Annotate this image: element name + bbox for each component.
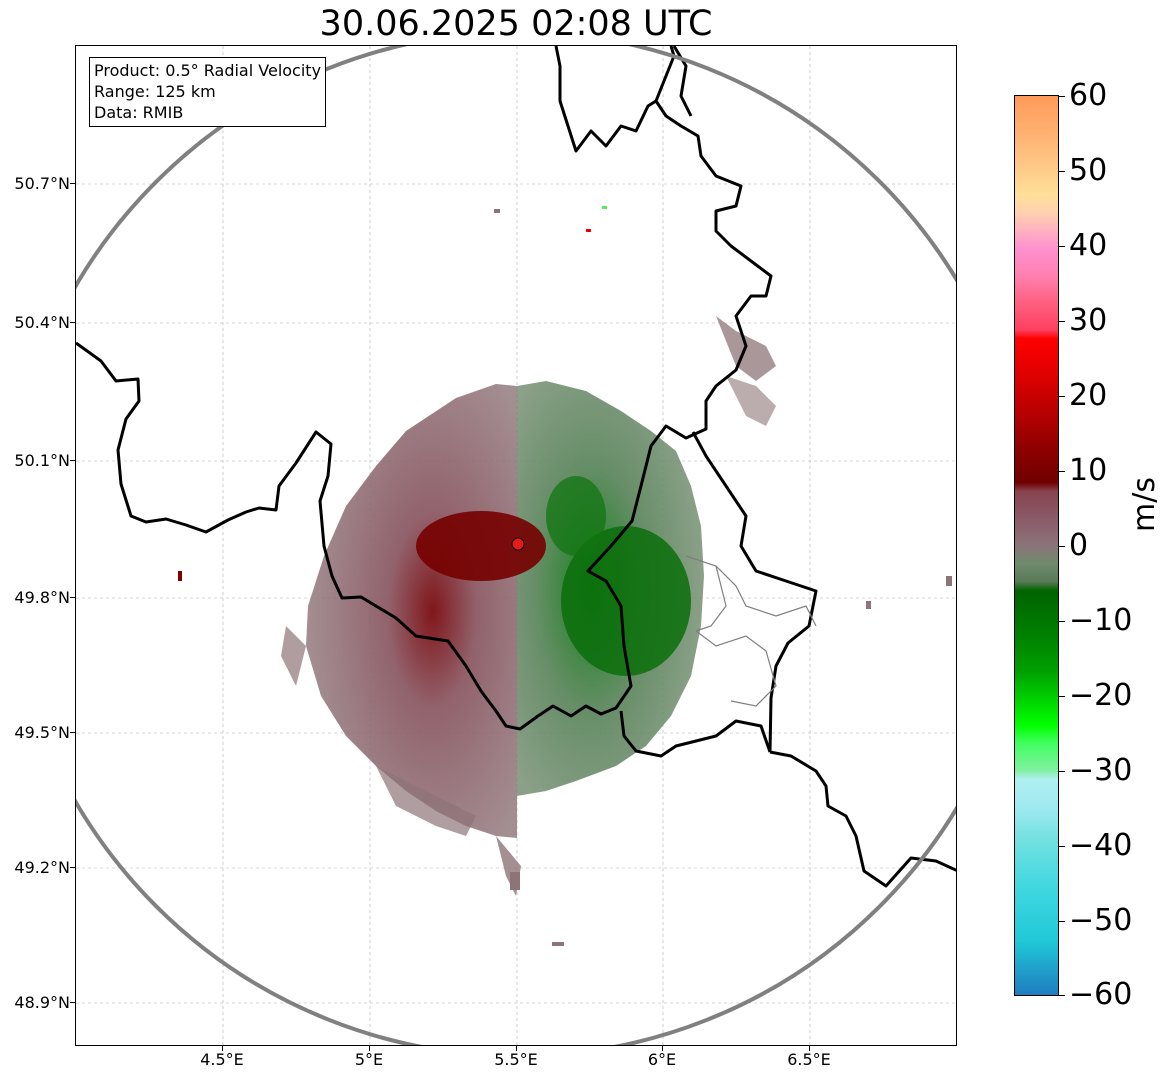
velocity-colorbar <box>1014 95 1059 996</box>
colorbar-tick <box>1059 771 1065 772</box>
range-label: Range: 125 km <box>94 82 216 101</box>
colorbar-tick-label: 20 <box>1069 378 1108 413</box>
colorbar-tick <box>1059 321 1065 322</box>
product-label: Product: 0.5° Radial Velocity <box>94 61 322 80</box>
lat-tick <box>70 183 75 184</box>
colorbar-tick <box>1059 995 1065 996</box>
colorbar-tick-label: 10 <box>1069 453 1108 488</box>
colorbar-tick-label: 30 <box>1069 303 1108 338</box>
velocity-echoes <box>178 206 952 946</box>
colorbar-tick <box>1059 846 1065 847</box>
lon-tick <box>809 1046 810 1051</box>
lat-tick-label: 50.4°N <box>14 313 70 332</box>
lon-tick <box>662 1046 663 1051</box>
colorbar-tick <box>1059 546 1065 547</box>
lat-tick <box>70 597 75 598</box>
colorbar-tick <box>1059 696 1065 697</box>
colorbar-tick-label: 50 <box>1069 153 1108 188</box>
colorbar-tick-label: −30 <box>1069 753 1133 788</box>
country-borders <box>76 46 956 888</box>
lat-tick <box>70 460 75 461</box>
colorbar-tick <box>1059 171 1065 172</box>
lon-tick-label: 4.5°E <box>200 1050 244 1069</box>
product-info-box: Product: 0.5° Radial Velocity Range: 125… <box>89 57 327 127</box>
colorbar-tick-label: 40 <box>1069 228 1108 263</box>
colorbar-tick-label: −60 <box>1069 977 1133 1012</box>
radar-map-canvas <box>76 46 956 1045</box>
lon-tick-label: 5°E <box>354 1050 384 1069</box>
lat-tick <box>70 732 75 733</box>
colorbar-tick <box>1059 246 1065 247</box>
lat-tick-label: 48.9°N <box>14 993 70 1012</box>
colorbar-tick-label: 60 <box>1069 78 1108 113</box>
lat-tick <box>70 1002 75 1003</box>
lat-tick-label: 49.8°N <box>14 588 70 607</box>
lon-tick-label: 6.5°E <box>787 1050 831 1069</box>
colorbar-tick-label: −50 <box>1069 903 1133 938</box>
lat-tick-label: 49.2°N <box>14 858 70 877</box>
lat-tick <box>70 867 75 868</box>
lat-tick-label: 50.1°N <box>14 451 70 470</box>
lat-tick <box>70 322 75 323</box>
map-title: 30.06.2025 02:08 UTC <box>319 4 713 44</box>
lon-tick <box>516 1046 517 1051</box>
colorbar-tick <box>1059 96 1065 97</box>
radar-map[interactable] <box>75 45 957 1046</box>
colorbar-tick-label: −10 <box>1069 603 1133 638</box>
colorbar-tick-label: 0 <box>1069 528 1089 563</box>
colorbar-tick <box>1059 471 1065 472</box>
colorbar-unit-label: m/s <box>1127 477 1162 532</box>
admin-borders <box>685 555 817 707</box>
lon-tick <box>222 1046 223 1051</box>
colorbar-tick <box>1059 921 1065 922</box>
colorbar-tick-label: −20 <box>1069 678 1133 713</box>
colorbar-tick <box>1059 621 1065 622</box>
colorbar-tick-label: −40 <box>1069 828 1133 863</box>
data-source-label: Data: RMIB <box>94 103 184 122</box>
lat-tick-label: 49.5°N <box>14 723 70 742</box>
lat-tick-label: 50.7°N <box>14 174 70 193</box>
lon-tick <box>369 1046 370 1051</box>
radar-site-marker <box>511 537 525 551</box>
lon-tick-label: 6°E <box>647 1050 677 1069</box>
colorbar-tick <box>1059 396 1065 397</box>
lon-tick-label: 5.5°E <box>494 1050 538 1069</box>
